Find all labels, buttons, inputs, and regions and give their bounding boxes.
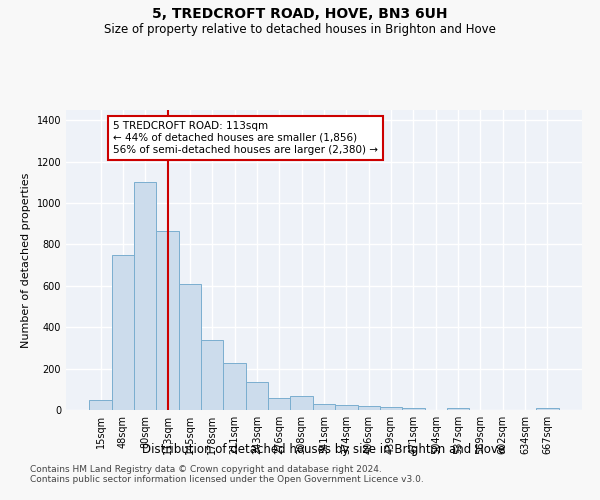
- Bar: [358, 406, 380, 410]
- Bar: [335, 405, 358, 410]
- Bar: [290, 396, 313, 410]
- Bar: [313, 404, 335, 410]
- Bar: [402, 408, 425, 410]
- Bar: [447, 408, 469, 410]
- Text: Size of property relative to detached houses in Brighton and Hove: Size of property relative to detached ho…: [104, 22, 496, 36]
- Bar: [179, 284, 201, 410]
- Text: 5, TREDCROFT ROAD, HOVE, BN3 6UH: 5, TREDCROFT ROAD, HOVE, BN3 6UH: [152, 8, 448, 22]
- Bar: [89, 400, 112, 410]
- Text: 5 TREDCROFT ROAD: 113sqm
← 44% of detached houses are smaller (1,856)
56% of sem: 5 TREDCROFT ROAD: 113sqm ← 44% of detach…: [113, 122, 378, 154]
- Bar: [157, 231, 179, 410]
- Bar: [223, 364, 246, 410]
- Bar: [201, 340, 223, 410]
- Text: Contains public sector information licensed under the Open Government Licence v3: Contains public sector information licen…: [30, 476, 424, 484]
- Text: Distribution of detached houses by size in Brighton and Hove: Distribution of detached houses by size …: [142, 442, 506, 456]
- Bar: [246, 382, 268, 410]
- Bar: [536, 408, 559, 410]
- Bar: [268, 398, 290, 410]
- Bar: [134, 182, 157, 410]
- Text: Contains HM Land Registry data © Crown copyright and database right 2024.: Contains HM Land Registry data © Crown c…: [30, 466, 382, 474]
- Y-axis label: Number of detached properties: Number of detached properties: [21, 172, 31, 348]
- Bar: [380, 408, 402, 410]
- Bar: [112, 255, 134, 410]
